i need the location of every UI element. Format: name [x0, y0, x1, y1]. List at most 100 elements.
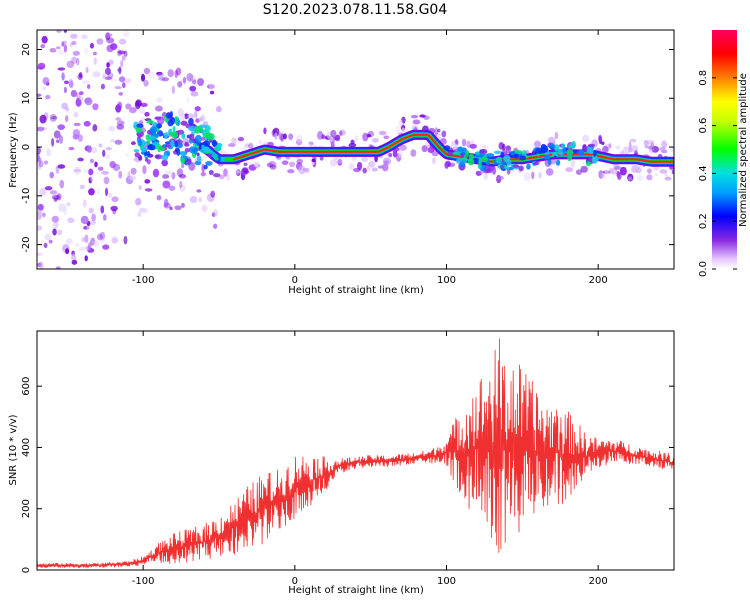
spectrogram-turbulence-blob — [146, 120, 155, 124]
spectrogram-turbulence-blob — [192, 142, 197, 147]
spectrogram-noise-blob — [398, 119, 404, 128]
spectrogram-noise-blob — [116, 49, 122, 57]
spectrogram-noise-blob — [659, 169, 668, 174]
spectrogram-noise-blob — [49, 113, 57, 122]
spectrogram-noise-blob — [90, 175, 94, 182]
spectrogram-noise-blob — [533, 140, 541, 148]
spectrogram-noise-blob — [661, 140, 668, 149]
spectrogram-noise-blob — [210, 190, 216, 198]
spectrogram-noise-blob — [118, 170, 123, 179]
spectrogram-noise-blob — [371, 167, 378, 172]
spectrogram-turbulence-blob — [164, 144, 172, 148]
spectrogram-noise-blob — [371, 138, 379, 143]
spectrogram-noise-blob — [116, 124, 125, 130]
spectrogram-noise-blob — [37, 209, 43, 218]
spectrogram-noise-blob — [479, 144, 486, 148]
spectrogram-noise-blob — [498, 142, 505, 150]
spectrogram-noise-blob — [43, 160, 49, 165]
spectrogram-noise-blob — [287, 169, 295, 174]
spectrogram-noise-blob — [410, 114, 419, 119]
spectrogram-noise-blob — [208, 83, 216, 90]
spectrogram-noise-blob — [554, 131, 559, 140]
spectrogram-noise-blob — [397, 149, 403, 159]
spectrogram-noise-blob — [92, 103, 99, 111]
spectrogram-noise-blob — [362, 167, 367, 174]
spectrogram-noise-blob — [71, 41, 77, 46]
spectrogram-noise-blob — [226, 173, 231, 182]
spectrogram-noise-blob — [368, 160, 376, 168]
spectrogram-noise-blob — [138, 185, 142, 191]
spectrogram-noise-blob — [120, 121, 125, 125]
spectrogram-noise-blob — [55, 266, 61, 269]
spectrogram-noise-blob — [59, 179, 65, 189]
spectrogram-noise-blob — [161, 77, 170, 82]
spectrogram-turbulence-blob — [161, 154, 169, 161]
spectrogram-noise-blob — [78, 96, 84, 101]
spectrogram-noise-blob — [164, 170, 173, 175]
spectrogram-turbulence-blob — [459, 161, 466, 168]
spectrogram-noise-blob — [330, 129, 337, 138]
spectrogram-ylabel: Frequency (Hz) — [8, 112, 19, 188]
spectrogram-noise-blob — [192, 79, 197, 85]
spectrogram-noise-blob — [138, 207, 147, 213]
spectrogram-turbulence-blob — [164, 118, 169, 123]
spectrogram-noise-blob — [70, 89, 77, 98]
spectrogram-noise-blob — [39, 261, 44, 269]
spectrogram-noise-blob — [272, 127, 280, 137]
spectrogram-noise-blob — [39, 114, 47, 124]
spectrogram-turbulence-blob — [501, 161, 506, 167]
spectrogram-turbulence-blob — [500, 165, 504, 169]
colorbar-ticks: 0.0 0.2 0.4 0.6 0.8 — [698, 70, 737, 277]
spectrogram-turbulence-blob — [447, 151, 453, 157]
spectrogram-noise-blob — [580, 165, 588, 173]
spectrogram-noise-blob — [175, 67, 182, 76]
spectrogram-noise-blob — [61, 41, 65, 47]
spectrogram-noise-blob — [304, 167, 310, 173]
spectrogram-noise-blob — [80, 215, 89, 225]
spectrogram-ytick-label: 20 — [21, 43, 32, 56]
spectrogram-noise-blob — [288, 133, 294, 141]
spectrogram-noise-blob — [401, 127, 406, 134]
spectrogram-noise-blob — [496, 175, 504, 181]
snr-frame — [36, 330, 675, 571]
spectrogram-noise-blob — [38, 161, 42, 170]
spectrogram-turbulence-blob — [510, 151, 517, 156]
spectrogram-turbulence-blob — [462, 155, 468, 164]
spectrogram-noise-blob — [269, 164, 277, 170]
spectrogram-noise-blob — [46, 148, 51, 157]
spectrogram-noise-blob — [156, 73, 165, 78]
spectrogram-noise-blob — [83, 199, 87, 208]
spectrogram-noise-blob — [75, 242, 80, 247]
spectrogram-noise-blob — [169, 206, 173, 211]
spectrogram-turbulence-blob — [453, 151, 459, 155]
spectrogram-turbulence-blob — [555, 159, 561, 166]
spectrogram-noise-blob — [106, 37, 115, 44]
spectrogram-noise-blob — [215, 106, 222, 113]
spectrogram-turbulence-blob — [203, 146, 210, 153]
spectrogram-noise-blob — [161, 159, 169, 167]
spectrogram-turbulence-blob — [504, 166, 510, 171]
spectrogram-noise-blob — [102, 73, 106, 80]
spectrogram-noise-blob — [129, 175, 137, 181]
spectrogram-xtick-label: 200 — [589, 275, 608, 286]
spectrogram-noise-blob — [181, 202, 185, 208]
spectrogram-turbulence-blob — [547, 158, 552, 165]
spectrogram-noise-blob — [366, 165, 371, 171]
spectrogram-noise-blob — [44, 233, 52, 241]
spectrogram-turbulence-blob — [156, 123, 163, 129]
spectrogram-turbulence-blob — [592, 150, 597, 157]
spectrogram-noise-blob — [63, 206, 68, 215]
spectrogram-noise-blob — [155, 97, 163, 103]
spectrogram-noise-blob — [45, 94, 51, 100]
spectrogram-turbulence-blob — [204, 125, 211, 132]
spectrogram-noise-blob — [382, 157, 391, 166]
spectrogram-noise-blob — [84, 97, 91, 104]
spectrogram-noise-blob — [55, 46, 61, 50]
spectrogram-turbulence-blob — [181, 133, 186, 139]
snr-ytick-label: 400 — [21, 438, 32, 457]
spectrogram-noise-blob — [42, 86, 47, 91]
spectrogram-noise-blob — [89, 42, 95, 49]
spectrogram-turbulence-blob — [136, 123, 144, 129]
spectrogram-noise-blob — [96, 38, 104, 45]
